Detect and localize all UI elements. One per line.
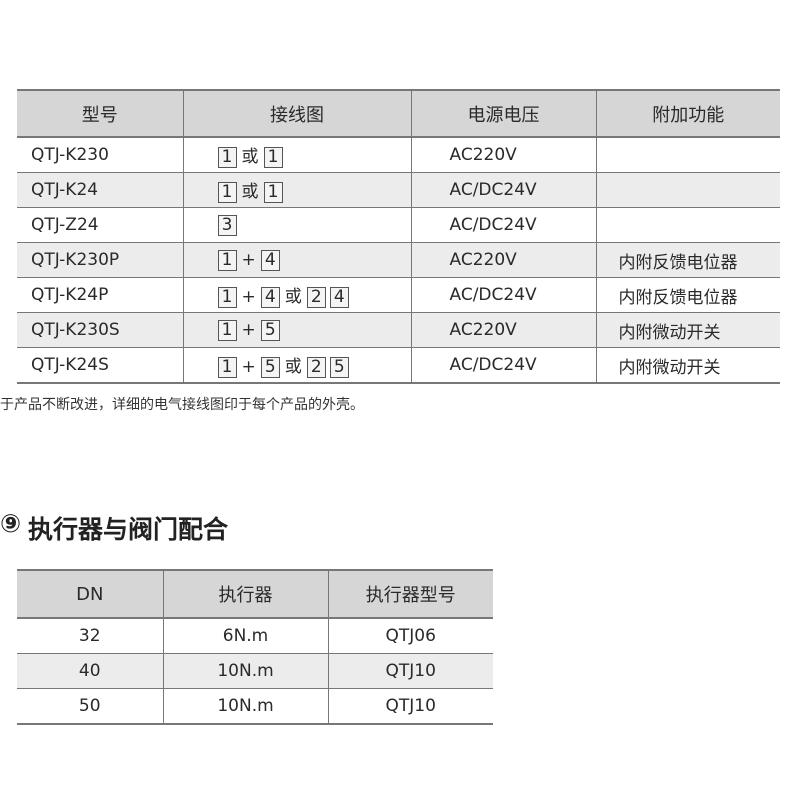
wiring-cell: 1 +5 [182,312,411,348]
wiring-diagram-number: 4 [260,287,280,308]
wiring-cell: 1 +5 或 2 5 [182,347,411,383]
voltage-cell: AC220V [410,242,596,278]
wiring-separator: 或 [241,182,259,202]
voltage-cell: AC/DC24V [410,207,596,243]
wiring-diagram-number: 1 [217,182,237,203]
header-wiring: 接线图 [182,89,411,138]
actuator-model-cell: QTJ10 [327,688,493,724]
actuator-model-cell: QTJ10 [327,653,493,689]
table-row: 50 10N.m QTJ10 [17,688,493,724]
voltage-cell: AC/DC24V [410,277,596,313]
header-voltage: 电源电压 [410,89,596,138]
wiring-table: 型号 接线图 电源电压 附加功能 QTJ-K230 1 或 1 AC220V QTJ-K2… [17,89,780,384]
valve-match-table: DN 执行器 执行器型号 32 6N.m QTJ06 40 10N.m QTJ10 50 10… [17,569,493,725]
dn-cell: 50 [78,696,101,716]
extra-function-cell [595,137,780,173]
table-row: 40 10N.m QTJ10 [17,653,493,689]
wiring-diagram-number: 1 [217,249,237,271]
header-extra: 附加功能 [595,89,780,138]
table-row: QTJ-K24P 1 +4 或 2 4 AC/DC24V 内附反馈电位器 [17,277,780,313]
actuator-cell: 6N.m [162,618,328,654]
wiring-diagram-number: 4 [329,287,349,308]
extra-function-cell: 内附微动开关 [595,312,780,348]
wiring-diagram-number: 2 [306,287,326,308]
wiring-diagram-number: 1 [263,147,283,168]
model-cell: QTJ-K24 [31,180,99,200]
actuator-model-cell: QTJ06 [327,618,493,654]
wiring-diagram-number: 2 [306,357,326,378]
footnote: 于产品不断改进，详细的电气接线图印于每个产品的外壳。 [0,397,364,413]
extra-function-cell: 内附反馈电位器 [595,277,780,313]
wiring-diagram-number: 3 [217,214,237,236]
wiring-diagram-number: 1 [217,319,237,341]
wiring-separator: + [241,287,256,307]
header-row: 型号 接线图 电源电压 附加功能 [17,89,780,138]
wiring-cell: 1 +4 或 2 4 [182,277,411,313]
header-actuator-model: 执行器型号 [327,569,493,619]
wiring-diagram-number: 5 [260,357,280,378]
section-title: 执行器与阀门配合 [28,515,229,544]
header-dn: DN [17,569,163,619]
table-row: QTJ-Z24 3 AC/DC24V [17,207,780,243]
voltage-cell: AC/DC24V [410,347,596,383]
model-cell: QTJ-K230 [31,145,109,165]
wiring-diagram-number: 4 [260,249,280,271]
wiring-separator: 或 [284,357,302,377]
header-actuator: 执行器 [162,569,328,619]
model-cell: QTJ-K230S [31,320,120,340]
wiring-diagram-number: 1 [217,357,237,378]
wiring-cell: 3 [182,207,411,243]
header-model: 型号 [17,89,183,138]
wiring-diagram-number: 1 [217,147,237,168]
wiring-diagram-number: 5 [329,357,349,378]
wiring-diagram-number: 1 [217,287,237,308]
wiring-diagram-number: 5 [260,319,280,341]
extra-function-cell [595,207,780,243]
extra-function-cell [595,172,780,208]
wiring-separator: 或 [241,147,259,167]
section-number-icon: ⑨ [0,509,20,538]
actuator-cell: 10N.m [162,653,328,689]
voltage-cell: AC220V [410,137,596,173]
header-row: DN 执行器 执行器型号 [17,569,493,619]
table-row: QTJ-K230S 1 +5 AC220V 内附微动开关 [17,312,780,348]
wiring-separator: + [241,357,256,377]
actuator-cell: 10N.m [162,688,328,724]
model-cell: QTJ-Z24 [31,215,99,235]
wiring-separator: + [241,249,256,270]
dn-cell: 32 [78,626,101,646]
dn-cell: 40 [78,661,101,681]
model-cell: QTJ-K230P [31,250,120,270]
extra-function-cell: 内附反馈电位器 [595,242,780,278]
wiring-cell: 1 +4 [182,242,411,278]
voltage-cell: AC/DC24V [410,172,596,208]
table-row: QTJ-K230 1 或 1 AC220V [17,137,780,173]
wiring-separator: 或 [284,287,302,307]
voltage-cell: AC220V [410,312,596,348]
wiring-diagram-number: 1 [263,182,283,203]
model-cell: QTJ-K24S [31,355,109,375]
model-cell: QTJ-K24P [31,285,109,305]
section-heading: ⑨ 执行器与阀门配合 [0,509,228,546]
table-row: QTJ-K230P 1 +4 AC220V 内附反馈电位器 [17,242,780,278]
extra-function-cell: 内附微动开关 [595,347,780,383]
wiring-separator: + [241,319,256,340]
table-row: 32 6N.m QTJ06 [17,618,493,654]
table-row: QTJ-K24 1 或 1 AC/DC24V [17,172,780,208]
table-row: QTJ-K24S 1 +5 或 2 5 AC/DC24V 内附微动开关 [17,347,780,383]
